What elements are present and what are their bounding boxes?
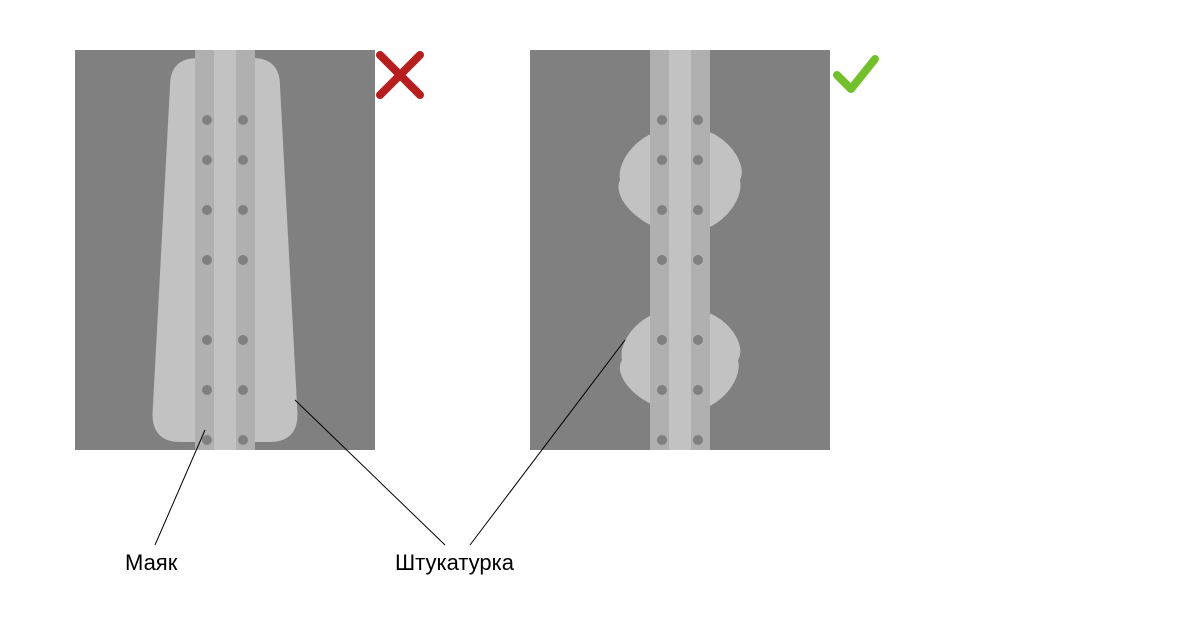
beacon-hole: [693, 435, 703, 445]
beacon-hole: [238, 255, 248, 265]
beacon-hole: [657, 435, 667, 445]
beacon-hole: [657, 385, 667, 395]
beacon-hole: [238, 155, 248, 165]
beacon-hole: [202, 255, 212, 265]
beacon-hole: [693, 385, 703, 395]
beacon-hole: [657, 155, 667, 165]
beacon-hole: [238, 435, 248, 445]
plaster-label: Штукатурка: [395, 550, 515, 575]
beacon-label: Маяк: [125, 550, 178, 575]
check-icon: [837, 59, 875, 89]
beacon-hole: [693, 335, 703, 345]
beacon-hole: [238, 205, 248, 215]
beacon-hole: [693, 255, 703, 265]
beacon-hole: [238, 385, 248, 395]
wrong-icon: [380, 55, 420, 95]
beacon-hole: [202, 335, 212, 345]
beacon-hole: [693, 205, 703, 215]
beacon-hole: [657, 335, 667, 345]
beacon-hole: [693, 115, 703, 125]
beacon-rail-inner: [669, 50, 691, 450]
beacon-hole: [238, 335, 248, 345]
beacon-hole: [202, 435, 212, 445]
beacon-hole: [238, 115, 248, 125]
beacon-hole: [202, 155, 212, 165]
beacon-hole: [202, 205, 212, 215]
beacon-hole: [693, 155, 703, 165]
beacon-hole: [657, 205, 667, 215]
beacon-hole: [202, 385, 212, 395]
beacon-rail-inner: [214, 50, 236, 450]
beacon-hole: [202, 115, 212, 125]
beacon-hole: [657, 255, 667, 265]
beacon-hole: [657, 115, 667, 125]
